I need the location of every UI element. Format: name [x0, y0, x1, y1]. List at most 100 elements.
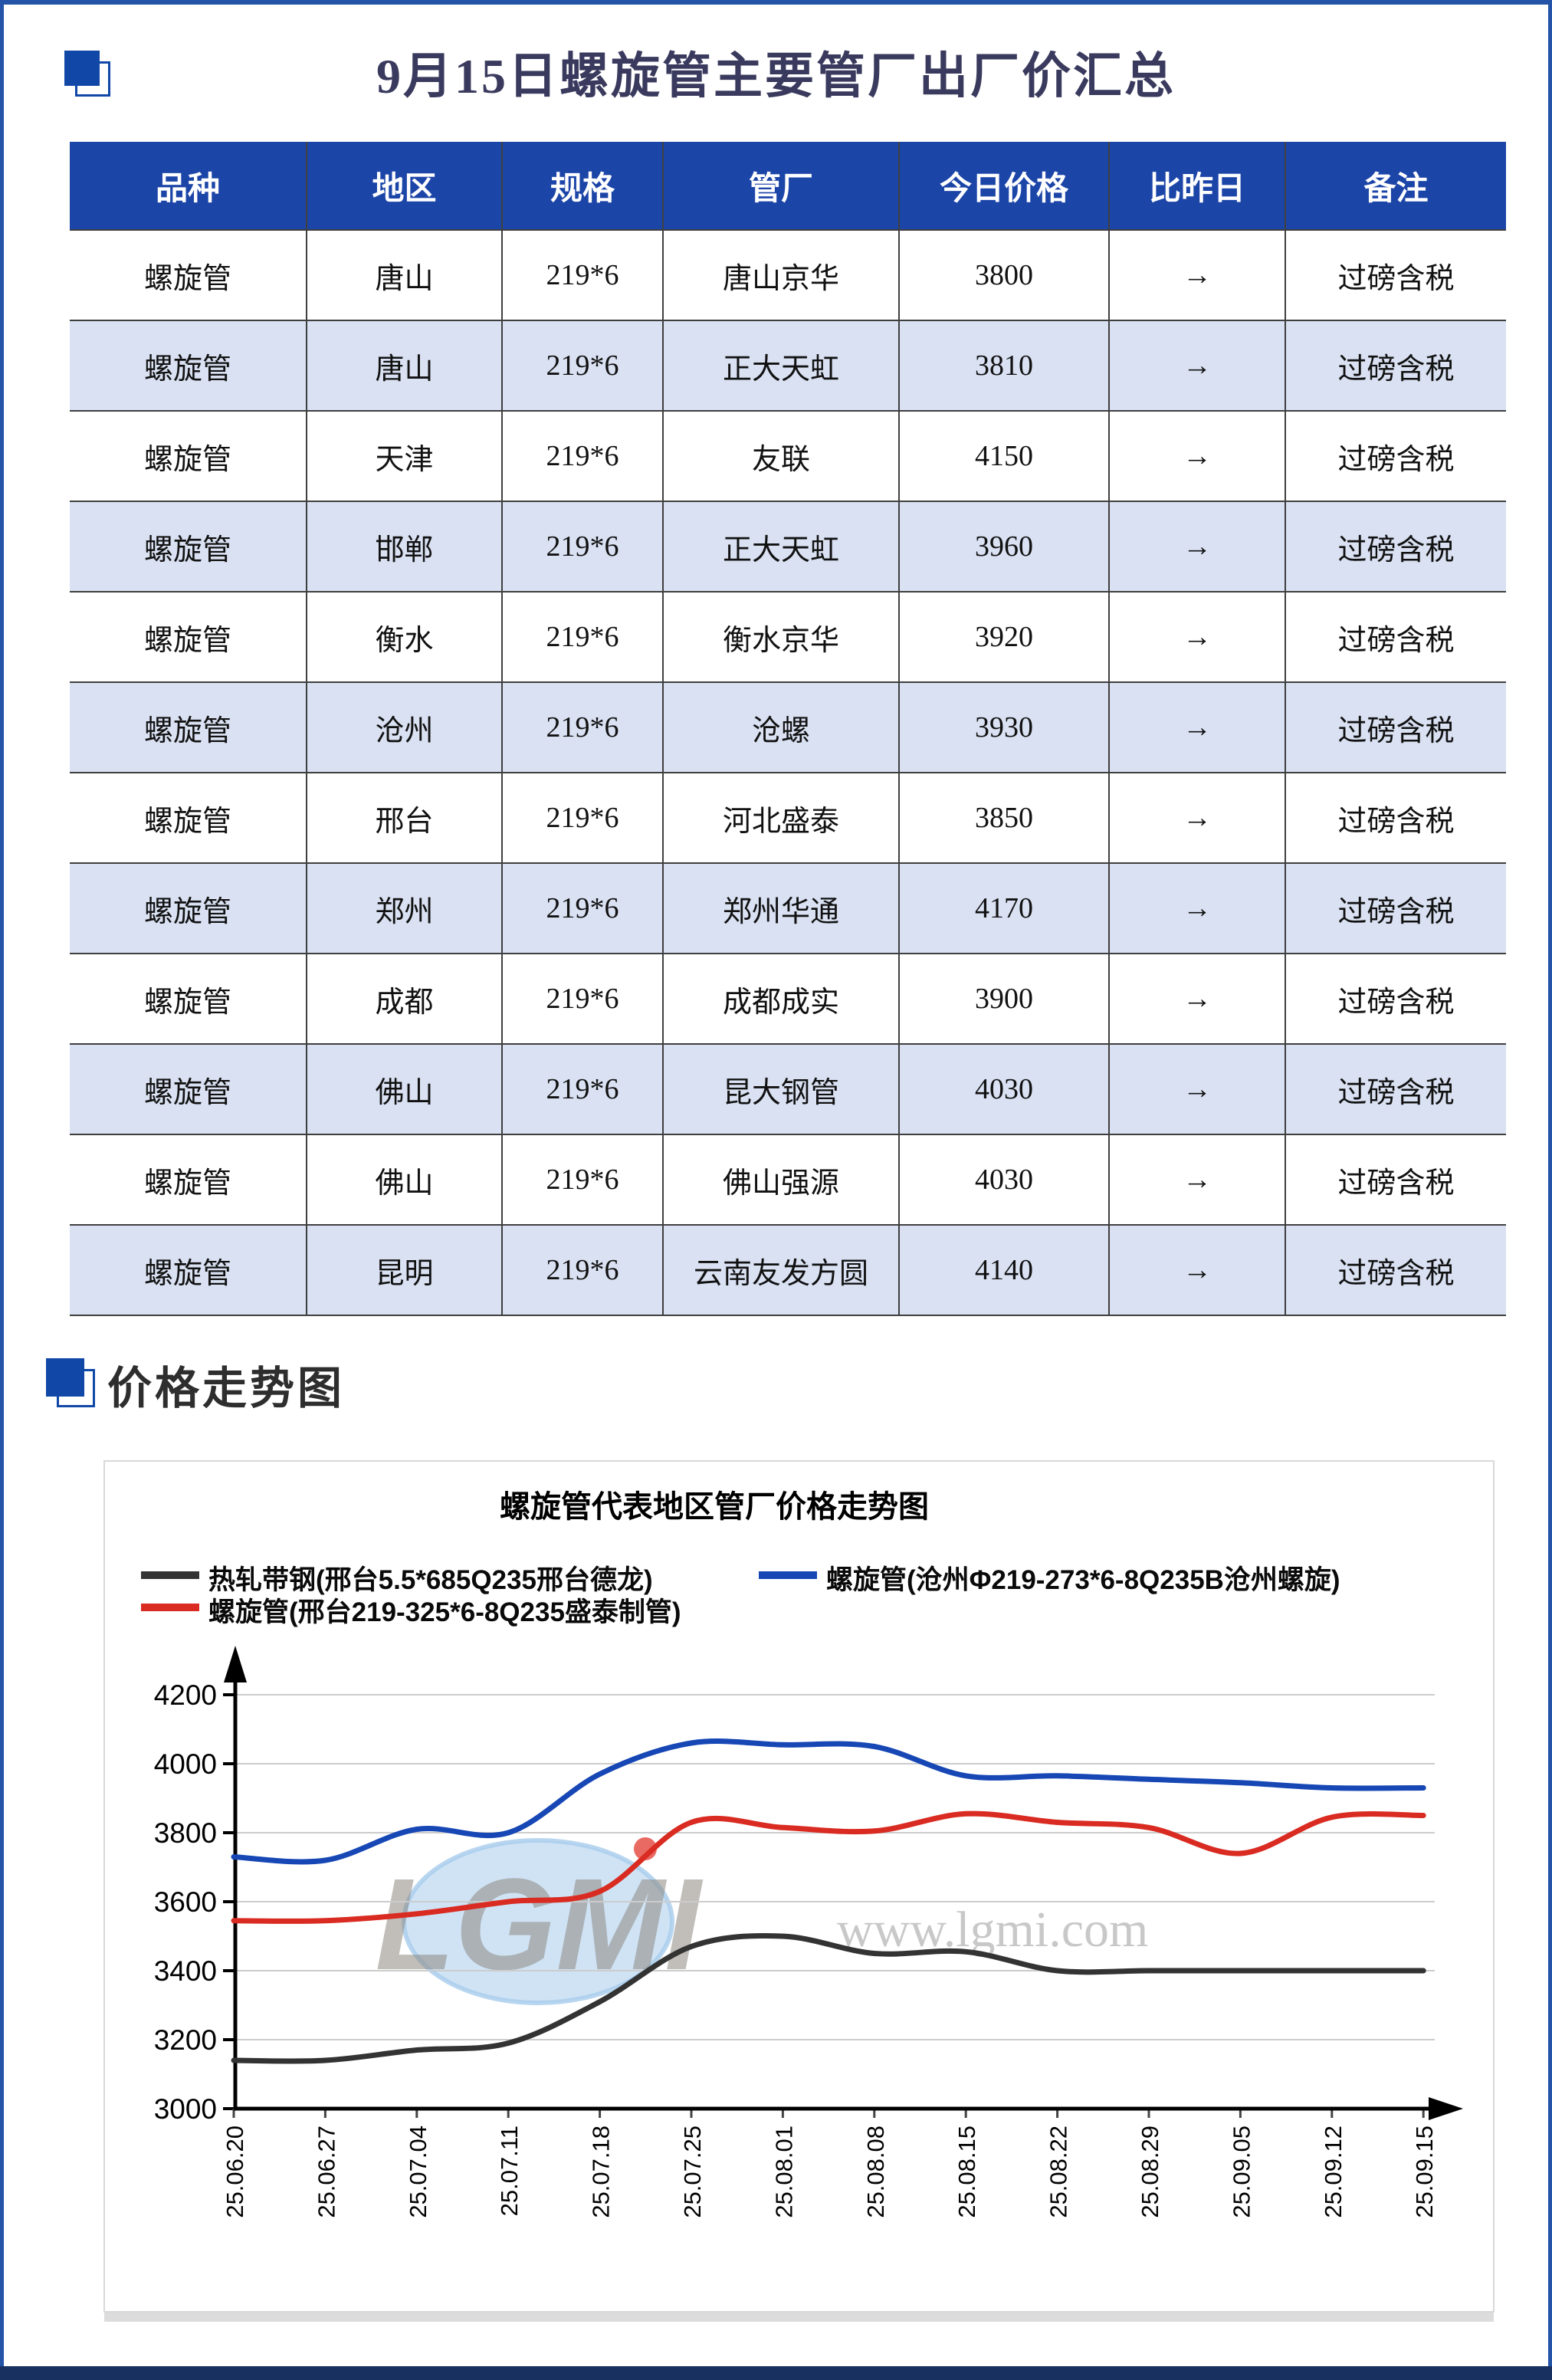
cell-factory: 云南友发方圆 [662, 1224, 900, 1316]
cell-price: 4030 [898, 1134, 1110, 1226]
cell-price: 3900 [898, 953, 1110, 1045]
cell-region: 唐山 [306, 320, 503, 412]
column-header-0: 品种 [70, 142, 307, 231]
cell-change: → [1108, 229, 1286, 321]
cell-region: 昆明 [306, 1224, 503, 1316]
cell-variety: 螺旋管 [70, 229, 307, 321]
cell-spec: 219*6 [501, 953, 664, 1045]
legend-label: 螺旋管(沧州Φ219-273*6-8Q235B沧州螺旋) [826, 1565, 1340, 1595]
xtick-label-8: 25.08.15 [953, 2126, 980, 2218]
cell-change: → [1108, 953, 1286, 1045]
section-bullet-icon [46, 1358, 84, 1397]
cell-price: 4150 [898, 410, 1110, 502]
ytick-label-3600: 3600 [154, 1886, 217, 1918]
cell-region: 沧州 [306, 681, 503, 773]
xtick-label-1: 25.06.27 [313, 2126, 340, 2218]
cell-spec: 219*6 [501, 862, 664, 954]
cell-variety: 螺旋管 [70, 1134, 307, 1226]
cell-change: → [1108, 501, 1286, 593]
column-header-3: 管厂 [662, 142, 900, 231]
column-header-6: 备注 [1285, 142, 1506, 231]
table-row: 螺旋管 佛山 219*6 佛山强源 4030 → 过磅含税 [70, 1134, 1506, 1226]
cell-note: 过磅含税 [1285, 229, 1506, 321]
table-row: 螺旋管 唐山 219*6 唐山京华 3800 → 过磅含税 [70, 229, 1506, 321]
chart-title: 螺旋管代表地区管厂价格走势图 [500, 1490, 929, 1524]
cell-factory: 河北盛泰 [662, 772, 900, 864]
y-axis-arrow-icon [224, 1646, 247, 1682]
cell-price: 3930 [898, 681, 1110, 773]
column-header-1: 地区 [306, 142, 503, 231]
cell-note: 过磅含税 [1285, 320, 1506, 412]
watermark: LGMI www.lgmi.com [376, 1837, 1148, 2005]
table-row: 螺旋管 成都 219*6 成都成实 3900 → 过磅含税 [70, 953, 1506, 1045]
cell-change: → [1108, 1134, 1286, 1226]
cell-variety: 螺旋管 [70, 410, 307, 502]
cell-spec: 219*6 [501, 410, 664, 502]
cell-factory: 正大天虹 [662, 501, 900, 593]
cell-region: 佛山 [306, 1043, 503, 1135]
ytick-label-3200: 3200 [154, 2024, 217, 2056]
cell-price: 3850 [898, 772, 1110, 864]
x-axis-arrow-icon [1429, 2097, 1463, 2120]
cell-spec: 219*6 [501, 229, 664, 321]
cell-change: → [1108, 681, 1286, 773]
xtick-label-2: 25.07.04 [405, 2126, 431, 2218]
page-title: 9月15日螺旋管主要管厂出厂价汇总 [376, 49, 1176, 103]
legend-line-swatch [759, 1571, 817, 1579]
cell-price: 3800 [898, 229, 1110, 321]
cell-price: 3810 [898, 320, 1110, 412]
page-bottom-bar [0, 2366, 1552, 2380]
cell-factory: 郑州华通 [662, 862, 900, 954]
cell-note: 过磅含税 [1285, 501, 1506, 593]
column-header-4: 今日价格 [898, 142, 1110, 231]
xtick-label-7: 25.08.08 [862, 2126, 889, 2218]
cell-change: → [1108, 862, 1286, 954]
xtick-label-3: 25.07.11 [496, 2126, 523, 2216]
xtick-label-11: 25.09.05 [1228, 2126, 1255, 2218]
column-header-5: 比昨日 [1108, 142, 1286, 231]
xtick-label-0: 25.06.20 [221, 2126, 248, 2218]
xtick-label-9: 25.08.22 [1045, 2126, 1072, 2218]
watermark-logo-dot [634, 1837, 657, 1860]
cell-spec: 219*6 [501, 1224, 664, 1316]
legend-label: 热轧带钢(邢台5.5*685Q235邢台德龙) [208, 1565, 653, 1595]
price-trend-chart: 螺旋管代表地区管厂价格走势图 热轧带钢(邢台5.5*685Q235邢台德龙) 螺旋… [103, 1460, 1495, 2313]
xtick-label-4: 25.07.18 [588, 2126, 615, 2218]
table-row: 螺旋管 天津 219*6 友联 4150 → 过磅含税 [70, 410, 1506, 502]
cell-factory: 昆大钢管 [662, 1043, 900, 1135]
series-line-2 [231, 1810, 1426, 1924]
cell-note: 过磅含税 [1285, 1043, 1506, 1135]
cell-change: → [1108, 1224, 1286, 1316]
cell-spec: 219*6 [501, 772, 664, 864]
price-table: 品种 地区 规格 管厂 今日价格 比昨日 备注 螺旋管 唐山 219*6 唐山京华 3800 → 过磅含… [70, 142, 1506, 1316]
ytick-label-4000: 4000 [154, 1748, 217, 1780]
cell-spec: 219*6 [501, 681, 664, 773]
cell-factory: 成都成实 [662, 953, 900, 1045]
price-table-header: 品种 地区 规格 管厂 今日价格 比昨日 备注 [70, 142, 1506, 231]
cell-factory: 友联 [662, 410, 900, 502]
table-row: 螺旋管 衡水 219*6 衡水京华 3920 → 过磅含税 [70, 591, 1506, 683]
cell-region: 佛山 [306, 1134, 503, 1226]
cell-spec: 219*6 [501, 501, 664, 593]
cell-change: → [1108, 320, 1286, 412]
cell-change: → [1108, 772, 1286, 864]
cell-region: 成都 [306, 953, 503, 1045]
xtick-label-5: 25.07.25 [679, 2126, 706, 2218]
column-header-2: 规格 [501, 142, 664, 231]
cell-price: 4170 [898, 862, 1110, 954]
page-border-right [1548, 0, 1552, 2380]
ytick-label-4200: 4200 [154, 1679, 217, 1711]
table-row: 螺旋管 邢台 219*6 河北盛泰 3850 → 过磅含税 [70, 772, 1506, 864]
cell-variety: 螺旋管 [70, 772, 307, 864]
cell-spec: 219*6 [501, 320, 664, 412]
page-border-left [0, 0, 4, 2380]
ytick-label-3000: 3000 [154, 2093, 217, 2125]
cell-region: 邯郸 [306, 501, 503, 593]
xtick-label-10: 25.08.29 [1137, 2126, 1163, 2218]
cell-variety: 螺旋管 [70, 862, 307, 954]
cell-price: 3920 [898, 591, 1110, 683]
cell-spec: 219*6 [501, 1134, 664, 1226]
cell-note: 过磅含税 [1285, 681, 1506, 773]
cell-note: 过磅含税 [1285, 772, 1506, 864]
